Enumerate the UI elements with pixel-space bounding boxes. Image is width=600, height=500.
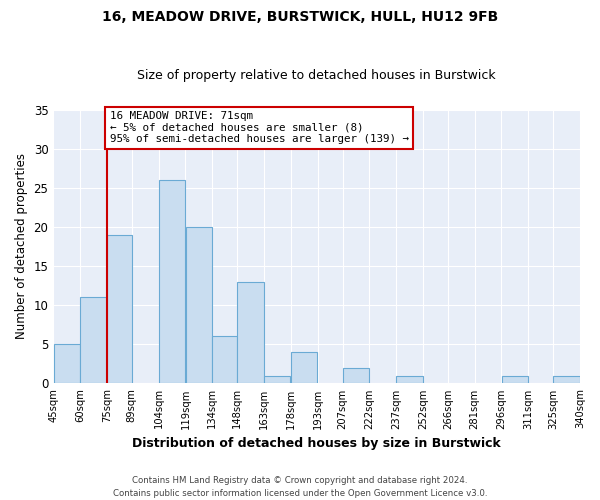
Y-axis label: Number of detached properties: Number of detached properties xyxy=(15,154,28,340)
Bar xyxy=(553,376,580,384)
Text: 16 MEADOW DRIVE: 71sqm
← 5% of detached houses are smaller (8)
95% of semi-detac: 16 MEADOW DRIVE: 71sqm ← 5% of detached … xyxy=(110,111,409,144)
Bar xyxy=(159,180,185,384)
Bar xyxy=(264,376,290,384)
Text: 16, MEADOW DRIVE, BURSTWICK, HULL, HU12 9FB: 16, MEADOW DRIVE, BURSTWICK, HULL, HU12 … xyxy=(102,10,498,24)
Bar xyxy=(53,344,80,384)
Bar xyxy=(502,376,528,384)
Bar xyxy=(343,368,369,384)
Bar xyxy=(291,352,317,384)
Bar xyxy=(397,376,422,384)
Bar xyxy=(107,235,131,384)
Bar xyxy=(238,282,264,384)
X-axis label: Distribution of detached houses by size in Burstwick: Distribution of detached houses by size … xyxy=(132,437,501,450)
Bar xyxy=(80,298,107,384)
Title: Size of property relative to detached houses in Burstwick: Size of property relative to detached ho… xyxy=(137,69,496,82)
Text: Contains HM Land Registry data © Crown copyright and database right 2024.
Contai: Contains HM Land Registry data © Crown c… xyxy=(113,476,487,498)
Bar xyxy=(185,227,212,384)
Bar xyxy=(212,336,237,384)
